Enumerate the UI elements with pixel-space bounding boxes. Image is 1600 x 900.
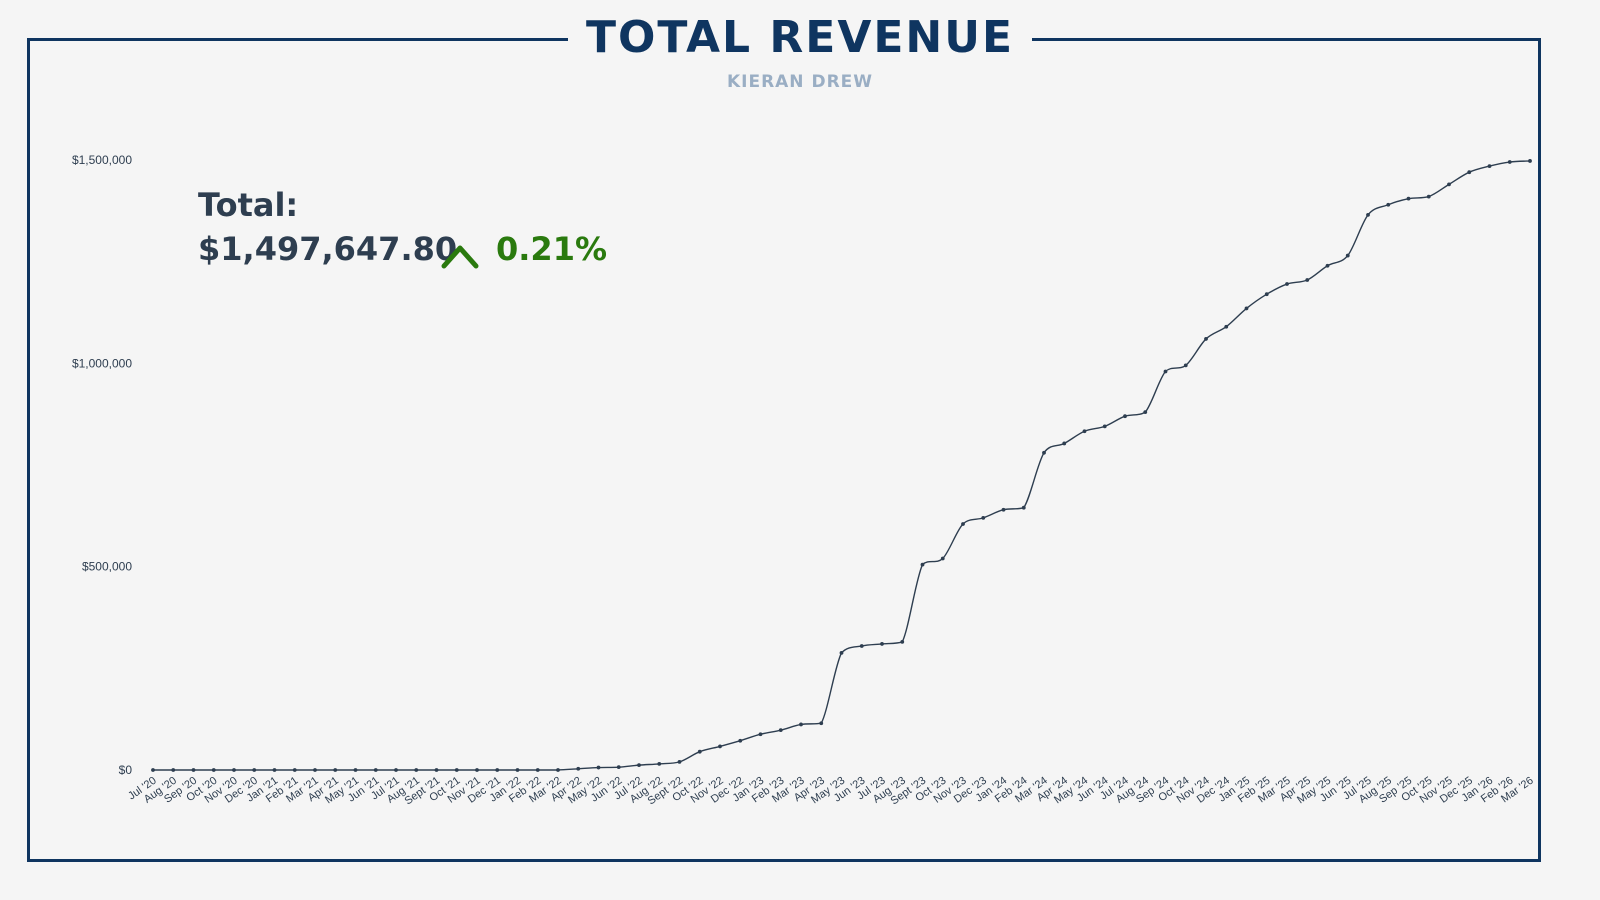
data-point — [1467, 170, 1472, 175]
y-tick-label: $500,000 — [82, 560, 132, 574]
data-point — [859, 644, 864, 648]
data-point — [1285, 282, 1289, 286]
data-point — [252, 768, 257, 772]
data-point — [961, 522, 965, 526]
data-point — [1244, 306, 1249, 311]
data-point — [981, 515, 986, 520]
data-point — [454, 768, 459, 772]
kpi-total-value: $1,497,647.80 — [198, 230, 458, 268]
data-point — [1224, 324, 1229, 329]
data-point — [171, 768, 176, 772]
data-point — [880, 642, 884, 646]
data-point — [1102, 424, 1107, 429]
data-point — [475, 768, 479, 772]
data-point — [353, 768, 358, 772]
data-point — [616, 765, 621, 770]
data-point — [211, 768, 216, 772]
data-point — [799, 722, 803, 727]
y-tick-label: $0 — [119, 763, 133, 777]
data-point — [1264, 292, 1269, 297]
title-wrap: TOTAL REVENUE — [0, 6, 1600, 70]
data-point — [1143, 410, 1148, 415]
page-title: TOTAL REVENUE — [567, 6, 1033, 70]
data-point — [1366, 213, 1370, 217]
y-tick-label: $1,000,000 — [72, 356, 132, 370]
data-point — [394, 768, 398, 772]
data-point — [839, 650, 844, 655]
data-point — [535, 768, 540, 772]
data-point — [697, 749, 702, 754]
data-point — [414, 768, 419, 772]
data-point — [292, 768, 297, 772]
data-point — [556, 768, 560, 772]
data-point — [576, 766, 581, 771]
data-point — [1487, 164, 1492, 169]
data-point — [920, 562, 925, 567]
data-point — [1325, 263, 1330, 268]
data-point — [1305, 278, 1310, 282]
data-point — [1204, 337, 1208, 341]
chevron-up-icon — [441, 245, 479, 269]
data-point — [1021, 505, 1026, 510]
data-point — [1406, 196, 1411, 201]
data-point — [1507, 160, 1512, 164]
data-point — [1528, 159, 1532, 163]
data-point — [495, 768, 500, 772]
data-point — [940, 556, 945, 561]
data-point — [313, 768, 317, 772]
data-point — [819, 721, 824, 726]
data-point — [151, 768, 155, 772]
data-point — [738, 738, 743, 743]
kpi-label: Total: — [198, 186, 299, 224]
kpi-change-percent: 0.21% — [496, 230, 608, 268]
data-point — [677, 759, 682, 764]
data-point — [1042, 450, 1046, 455]
data-point — [191, 768, 196, 772]
page-subtitle: KIERAN DREW — [726, 72, 874, 92]
data-point — [333, 768, 338, 772]
data-point — [1386, 202, 1391, 207]
data-point — [1183, 363, 1188, 368]
data-point — [1062, 441, 1067, 446]
data-point — [373, 768, 378, 772]
data-point — [1123, 414, 1127, 419]
data-point — [1426, 194, 1431, 199]
data-point — [434, 768, 439, 772]
data-point — [778, 728, 783, 733]
data-point — [900, 640, 905, 644]
data-point — [515, 768, 520, 772]
data-point — [758, 732, 763, 737]
y-tick-label: $1,500,000 — [72, 153, 132, 167]
data-point — [657, 762, 662, 766]
data-point — [718, 744, 722, 749]
data-point — [1163, 369, 1168, 374]
data-point — [596, 765, 601, 770]
data-point — [1001, 507, 1006, 512]
data-point — [1345, 253, 1350, 258]
data-point — [232, 768, 236, 772]
data-point — [272, 768, 277, 772]
data-point — [637, 763, 641, 768]
data-point — [1447, 182, 1451, 187]
data-point — [1082, 429, 1087, 434]
